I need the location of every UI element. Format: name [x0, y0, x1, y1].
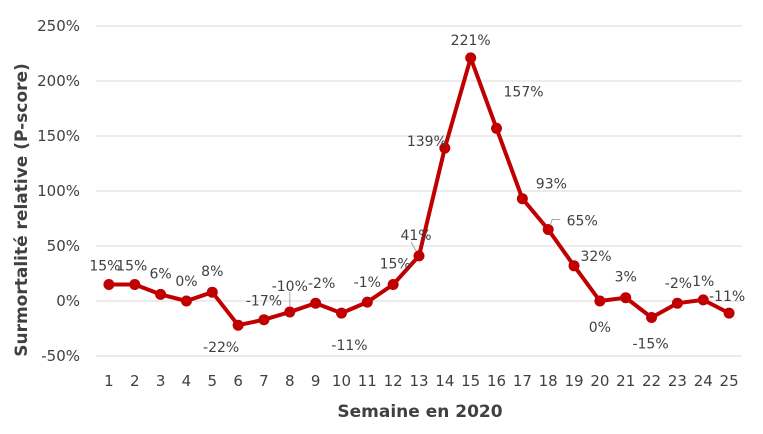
data-label: 32%	[580, 249, 611, 265]
data-label-leader	[549, 219, 561, 226]
data-point	[594, 295, 606, 307]
x-tick-label: 15	[461, 372, 480, 390]
data-label: 8%	[201, 264, 223, 280]
data-point	[232, 319, 244, 331]
data-label: 41%	[400, 228, 431, 244]
data-point	[155, 288, 167, 300]
data-label: -11%	[331, 338, 367, 354]
data-point	[387, 279, 399, 290]
gridlines	[96, 25, 742, 357]
x-tick-label: 3	[156, 372, 166, 390]
y-axis-ticks: -50% 0% 50% 100% 150% 200% 250%	[37, 17, 80, 365]
y-tick-label: 200%	[37, 72, 80, 90]
data-point	[723, 307, 735, 319]
x-tick-label: 2	[130, 372, 140, 390]
x-tick-label: 20	[590, 372, 609, 390]
data-label: 1%	[692, 274, 714, 290]
data-labels: 15%15% 6% 0%8%-22%-17%-10% -2%-11%-1%15%41%…	[89, 33, 745, 356]
x-tick-label: 23	[668, 372, 687, 390]
x-tick-label: 24	[694, 372, 713, 390]
data-label: 65%	[567, 214, 598, 230]
y-axis-title: Surmortalité relative (P-score)	[12, 63, 32, 357]
data-point	[284, 306, 296, 318]
x-tick-label: 1	[104, 372, 114, 390]
data-point	[568, 260, 580, 272]
data-point	[361, 296, 373, 308]
data-point	[180, 295, 192, 307]
data-label: 139%	[407, 134, 447, 150]
data-label: 6%	[149, 266, 171, 282]
data-point	[697, 294, 709, 306]
data-label: -15%	[632, 337, 668, 353]
x-tick-label: 4	[182, 372, 192, 390]
data-point	[439, 142, 451, 154]
data-label: 93%	[536, 177, 567, 193]
x-tick-label: 8	[285, 372, 295, 390]
x-tick-label: 16	[487, 372, 506, 390]
y-tick-label: -50%	[41, 347, 80, 365]
x-tick-label: 5	[208, 372, 218, 390]
x-tick-label: 21	[616, 372, 635, 390]
data-point	[206, 286, 218, 298]
y-tick-label: 0%	[56, 292, 80, 310]
x-tick-label: 14	[435, 372, 454, 390]
data-point	[310, 297, 322, 309]
y-tick-label: 150%	[37, 127, 80, 145]
data-label: 221%	[451, 33, 491, 49]
data-label-leader	[410, 241, 417, 252]
data-label: 0%	[175, 274, 197, 290]
data-label: -2%	[308, 276, 335, 292]
data-label: -17%	[246, 294, 282, 310]
x-tick-label: 17	[513, 372, 532, 390]
data-point	[413, 250, 425, 262]
x-axis-ticks: 1 2 3 4 5 6 7 8 9 10 11 12 13 14 15 16 17 18 19 20 21 22 23 24 2…	[104, 372, 738, 390]
data-label: 3%	[615, 270, 637, 286]
data-label: -2%	[665, 276, 692, 292]
data-point	[129, 279, 141, 290]
data-label: 15%	[380, 257, 411, 273]
data-point	[542, 224, 554, 235]
data-point	[465, 52, 477, 64]
y-tick-label: 100%	[37, 182, 80, 200]
data-label: -11%	[709, 289, 745, 305]
x-tick-label: 9	[311, 372, 321, 390]
x-tick-label: 6	[233, 372, 243, 390]
x-tick-label: 11	[358, 372, 377, 390]
data-label: -10%	[272, 279, 308, 295]
data-label: -22%	[203, 340, 239, 356]
data-point	[671, 297, 683, 309]
data-point	[258, 314, 270, 326]
data-label: 0%	[589, 320, 611, 336]
x-tick-label: 13	[409, 372, 428, 390]
y-tick-label: 250%	[37, 17, 80, 35]
data-point	[335, 307, 347, 319]
y-tick-label: 50%	[47, 237, 80, 255]
data-label: 157%	[504, 84, 544, 100]
x-tick-label: 12	[384, 372, 403, 390]
data-point	[516, 193, 528, 205]
data-point	[491, 122, 503, 134]
data-points	[103, 52, 735, 331]
x-tick-label: 25	[720, 372, 739, 390]
x-axis-title: Semaine en 2020	[337, 402, 502, 422]
x-tick-label: 22	[642, 372, 661, 390]
data-label: 15%	[89, 259, 120, 275]
x-tick-label: 7	[259, 372, 269, 390]
x-tick-label: 10	[332, 372, 351, 390]
data-label: 15%	[116, 259, 147, 275]
data-point	[620, 292, 632, 304]
data-point	[103, 279, 115, 290]
x-tick-label: 18	[539, 372, 558, 390]
data-point	[646, 312, 658, 323]
data-label: -1%	[354, 275, 381, 291]
x-tick-label: 19	[564, 372, 583, 390]
